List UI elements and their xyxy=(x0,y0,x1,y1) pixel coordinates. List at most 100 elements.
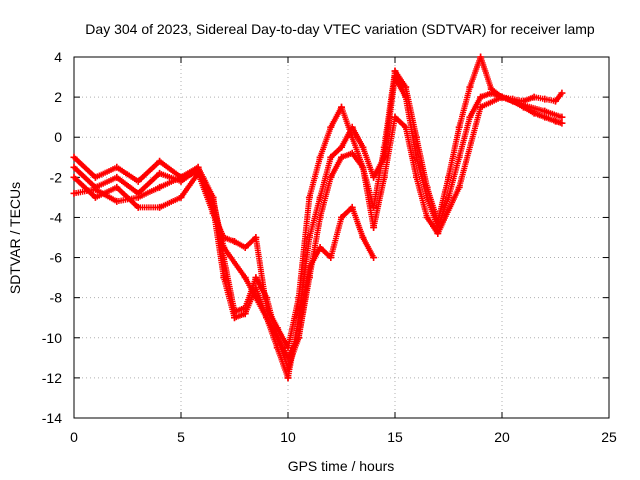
data-point xyxy=(541,95,549,103)
data-point xyxy=(252,274,260,282)
data-point xyxy=(412,173,420,181)
data-point xyxy=(113,173,121,181)
data-point xyxy=(70,173,78,181)
x-tick-label: 20 xyxy=(494,429,510,445)
y-tick-label: -14 xyxy=(42,410,62,426)
data-point xyxy=(391,67,399,75)
data-point xyxy=(156,169,164,177)
data-point xyxy=(273,344,281,352)
data-point xyxy=(338,103,345,111)
data-point xyxy=(241,244,249,252)
series-markers xyxy=(71,54,564,351)
data-point xyxy=(220,244,228,252)
y-tick-label: -10 xyxy=(42,330,62,346)
data-point xyxy=(134,203,142,211)
data-point xyxy=(284,374,292,382)
data-point xyxy=(338,143,345,151)
data-point xyxy=(327,254,335,262)
y-tick-label: -4 xyxy=(50,209,63,225)
data-point xyxy=(445,193,452,201)
data-point xyxy=(466,83,474,91)
data-point xyxy=(316,213,324,221)
data-point xyxy=(423,183,431,191)
data-point xyxy=(455,123,463,131)
data-point xyxy=(220,274,228,282)
y-axis-label: SDTVAR / TECUs xyxy=(7,182,23,294)
x-tick-label: 25 xyxy=(601,429,617,445)
data-point xyxy=(305,193,313,201)
data-point xyxy=(241,274,249,282)
data-point xyxy=(370,223,378,231)
data-point xyxy=(241,310,249,318)
data-point xyxy=(231,314,238,322)
chart-title: Day 304 of 2023, Sidereal Day-to-day VTE… xyxy=(85,21,595,37)
series-track-4 xyxy=(70,93,566,362)
data-point xyxy=(316,153,324,161)
data-point xyxy=(113,197,121,205)
data-point xyxy=(327,123,335,131)
data-point xyxy=(359,163,367,171)
data-point xyxy=(466,113,474,121)
data-point xyxy=(134,177,142,185)
data-point xyxy=(156,183,164,191)
series-markers xyxy=(71,94,563,361)
data-point xyxy=(273,324,281,332)
data-point xyxy=(70,189,78,197)
data-point xyxy=(263,314,271,322)
data-point xyxy=(327,153,335,161)
data-point xyxy=(402,123,410,131)
data-point xyxy=(316,193,324,201)
data-point xyxy=(91,193,99,201)
data-series xyxy=(70,53,566,382)
data-point xyxy=(552,117,559,125)
data-point xyxy=(327,173,335,181)
axes-box xyxy=(73,56,610,419)
y-tick-label: -12 xyxy=(42,370,62,386)
data-point xyxy=(391,113,399,121)
data-point xyxy=(284,354,292,362)
data-point xyxy=(252,284,260,292)
data-point xyxy=(348,203,356,211)
y-tick-labels: -14 -12 -10 -8 -6 -4 -2 0 2 4 xyxy=(42,49,62,426)
data-point xyxy=(558,113,566,121)
data-point xyxy=(284,344,292,352)
x-tick-label: 0 xyxy=(70,429,78,445)
data-point xyxy=(530,109,538,117)
data-point xyxy=(295,294,303,302)
data-point xyxy=(487,85,495,93)
data-point xyxy=(273,334,281,342)
y-tick-label: -6 xyxy=(50,250,63,266)
data-point xyxy=(455,153,463,161)
data-point xyxy=(370,254,378,262)
data-point xyxy=(305,234,313,241)
data-point xyxy=(558,119,566,127)
data-point xyxy=(70,153,78,161)
data-point xyxy=(412,133,420,141)
x-tick-labels: 0 5 10 15 20 25 xyxy=(70,429,617,445)
data-point xyxy=(113,183,121,191)
data-point xyxy=(455,183,463,191)
data-point xyxy=(113,163,121,171)
data-point xyxy=(252,234,260,241)
data-point xyxy=(541,113,549,121)
data-point xyxy=(209,197,217,205)
data-point xyxy=(338,213,345,221)
x-tick-label: 5 xyxy=(177,429,185,445)
data-point xyxy=(477,103,485,111)
data-point xyxy=(194,167,202,175)
data-point xyxy=(359,143,367,151)
data-point xyxy=(541,107,549,115)
data-point xyxy=(402,83,410,91)
data-point xyxy=(177,193,185,201)
data-point xyxy=(380,173,388,181)
x-tick-label: 10 xyxy=(280,429,296,445)
data-point xyxy=(231,238,238,246)
data-point xyxy=(348,133,356,141)
data-point xyxy=(156,203,164,211)
data-point xyxy=(477,93,485,101)
data-point xyxy=(519,101,527,109)
data-point xyxy=(156,157,164,165)
data-point xyxy=(530,93,538,101)
data-point xyxy=(477,53,485,61)
